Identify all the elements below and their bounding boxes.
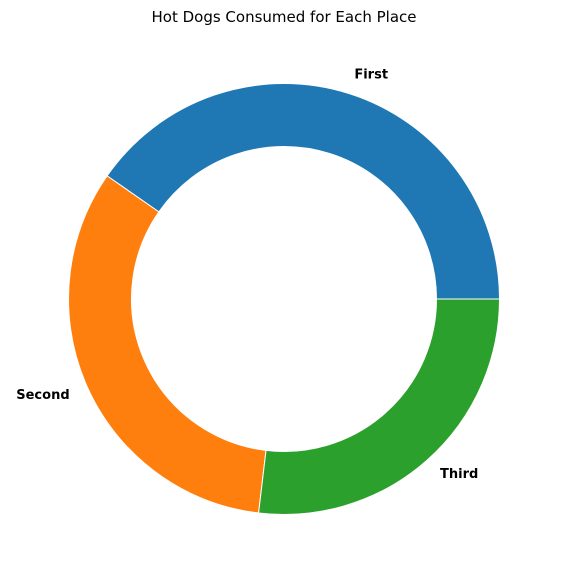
label-first: First [354, 67, 388, 82]
label-second: Second [16, 388, 69, 403]
label-third: Third [440, 467, 478, 482]
slice-first [107, 84, 499, 300]
slice-second [69, 176, 267, 513]
donut-slices [69, 84, 500, 515]
chart-title: Hot Dogs Consumed for Each Place [151, 8, 416, 26]
